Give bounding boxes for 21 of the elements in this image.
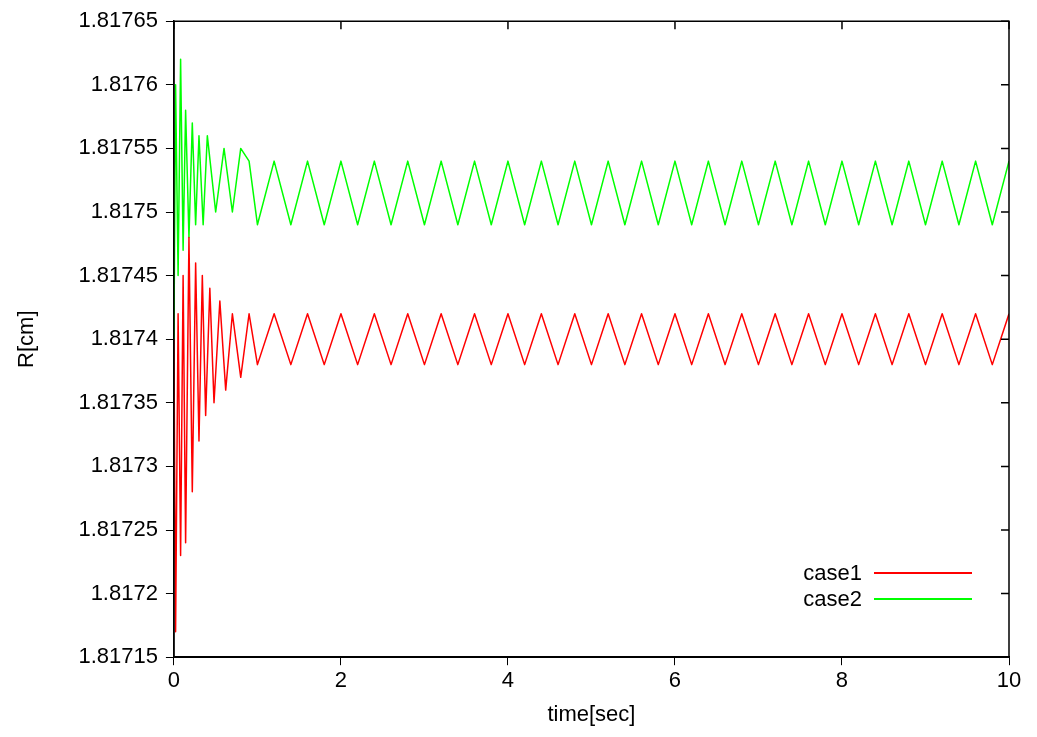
y-tick-label: 1.8174	[90, 325, 158, 351]
y-tick-label: 1.81725	[78, 516, 158, 542]
y-tick-label: 1.8175	[90, 198, 158, 224]
y-tick-label: 1.81735	[78, 388, 158, 414]
x-tick-label: 8	[835, 667, 849, 693]
x-tick-label: 6	[668, 667, 682, 693]
y-tick-label: 1.81715	[78, 643, 158, 669]
y-axis-title: R[cm]	[13, 310, 39, 368]
y-tick-label: 1.8176	[90, 70, 158, 96]
y-tick-label: 1.8173	[90, 452, 158, 478]
y-tick-label: 1.81755	[78, 134, 158, 160]
x-tick-label: 4	[501, 667, 515, 693]
x-axis-title: time[sec]	[547, 700, 636, 726]
legend-label: case2	[803, 586, 862, 612]
legend-label: case1	[803, 560, 862, 586]
y-tick-label: 1.8172	[90, 579, 158, 605]
x-tick-label: 0	[167, 667, 181, 693]
x-tick-label: 10	[996, 667, 1022, 693]
y-tick-label: 1.81745	[78, 261, 158, 287]
x-tick-label: 2	[334, 667, 348, 693]
y-tick-label: 1.81765	[78, 7, 158, 33]
